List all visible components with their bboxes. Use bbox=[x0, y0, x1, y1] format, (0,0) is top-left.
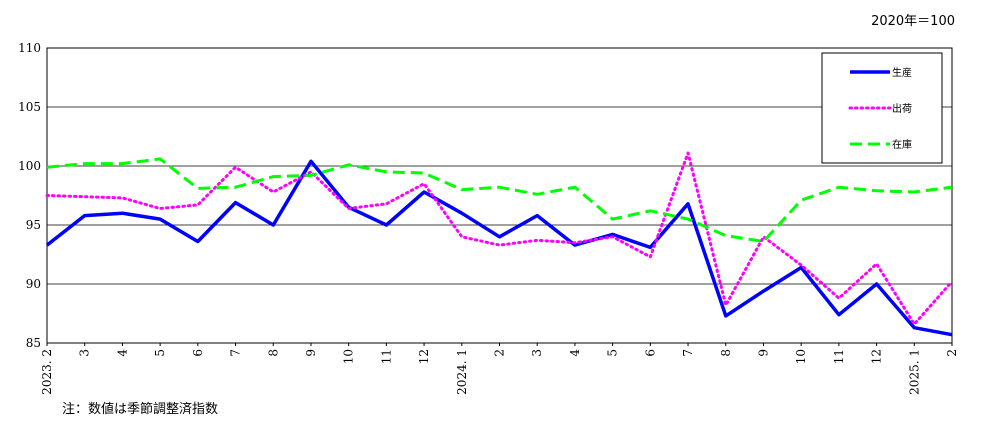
x-tick-label: 5 bbox=[606, 349, 620, 357]
legend-label: 在庫 bbox=[892, 138, 912, 151]
legend-label: 出荷 bbox=[892, 102, 912, 115]
x-tick-label: 2 bbox=[945, 349, 959, 357]
x-tick-label: 9 bbox=[756, 349, 770, 357]
y-tick-label: 85 bbox=[26, 336, 41, 350]
x-tick-label: 2023. 2 bbox=[40, 349, 54, 395]
x-tick-label: 10 bbox=[794, 349, 808, 364]
x-tick-label: 12 bbox=[870, 349, 884, 364]
y-tick-label: 110 bbox=[18, 41, 41, 55]
x-tick-label: 4 bbox=[568, 349, 582, 357]
series-lines bbox=[45, 151, 954, 337]
footnote: 注：数値は季節調整済指数 bbox=[62, 402, 219, 417]
y-tick-label: 95 bbox=[26, 218, 41, 232]
unit-label: 2020年＝100 bbox=[871, 14, 955, 29]
y-tick-label: 100 bbox=[18, 159, 41, 173]
x-tick-label: 4 bbox=[115, 349, 129, 357]
x-tick-label: 11 bbox=[379, 349, 393, 364]
x-tick-label: 7 bbox=[229, 349, 243, 357]
x-tick-label: 10 bbox=[342, 349, 356, 364]
x-tick-label: 8 bbox=[719, 349, 733, 357]
x-tick-label: 6 bbox=[643, 349, 657, 357]
x-tick-label: 2 bbox=[493, 349, 507, 357]
x-tick-label: 2024. 1 bbox=[455, 349, 469, 395]
series-line-3 bbox=[46, 157, 953, 243]
x-axis: 2023. 2 3 4 5 6 7 8 9 10 11 12 2024. 1 2 3 4 5 6 7 8 9 10 11 1… bbox=[40, 343, 959, 395]
y-tick-label: 90 bbox=[26, 277, 41, 291]
x-tick-label: 3 bbox=[78, 349, 92, 357]
x-tick-label: 2025. 1 bbox=[907, 349, 921, 395]
x-tick-label: 7 bbox=[681, 349, 695, 357]
y-tick-label: 105 bbox=[18, 100, 41, 114]
x-tick-label: 6 bbox=[191, 349, 205, 357]
x-tick-label: 5 bbox=[153, 349, 167, 357]
y-axis: 85 90 95 100 105 110 bbox=[18, 41, 41, 350]
x-tick-label: 9 bbox=[304, 349, 318, 357]
legend-label: 生産 bbox=[892, 66, 912, 79]
plot-frame bbox=[46, 47, 953, 344]
x-tick-label: 12 bbox=[417, 349, 431, 364]
series-line-1 bbox=[45, 159, 953, 337]
series-line-2 bbox=[45, 151, 954, 326]
gridlines bbox=[47, 106, 952, 285]
x-tick-label: 11 bbox=[832, 349, 846, 364]
x-tick-label: 3 bbox=[530, 349, 544, 357]
x-tick-label: 8 bbox=[266, 349, 280, 357]
